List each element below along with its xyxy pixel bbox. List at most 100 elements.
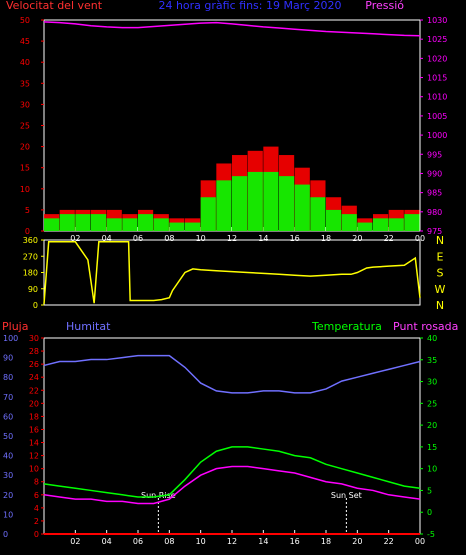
pressure-tick-label: 990 bbox=[427, 169, 442, 178]
x-tick-label: 22 bbox=[384, 537, 394, 546]
sun-annotation: Sun Set bbox=[331, 491, 362, 500]
x-tick-label: 02 bbox=[70, 537, 80, 546]
direction-tick-label: 90 bbox=[28, 285, 38, 294]
temperature-tick-label: 5 bbox=[427, 486, 432, 495]
temperature-tick-label: 20 bbox=[427, 421, 437, 430]
x-tick-label: 00 bbox=[415, 537, 425, 546]
wind-avg-bar bbox=[357, 222, 373, 231]
dewpoint-label: Punt rosada bbox=[393, 320, 458, 333]
x-tick-label: 10 bbox=[196, 537, 206, 546]
wind-tick-label: 0 bbox=[25, 227, 30, 236]
dewpoint-line bbox=[43, 465, 421, 505]
wind-tick-label: 50 bbox=[20, 16, 30, 25]
x-tick-label: 20 bbox=[352, 234, 362, 243]
wind-direction-line bbox=[43, 241, 421, 305]
wind-avg-bar bbox=[44, 218, 60, 231]
rain-tick-label: 10 bbox=[29, 465, 39, 474]
rain-tick-label: 4 bbox=[34, 504, 39, 513]
wind-avg-bar bbox=[91, 214, 107, 231]
humidity-label: Humitat bbox=[66, 320, 111, 333]
x-tick-label: 08 bbox=[164, 537, 174, 546]
rain-label: Pluja bbox=[2, 320, 28, 333]
wind-avg-bar bbox=[279, 176, 295, 231]
x-tick-label: 12 bbox=[227, 537, 237, 546]
compass-label: N bbox=[436, 299, 444, 312]
temperature-tick-label: 10 bbox=[427, 465, 437, 474]
wind-avg-bar bbox=[138, 214, 154, 231]
x-tick-label: 06 bbox=[133, 537, 143, 546]
humidity-tick-label: 50 bbox=[3, 432, 13, 441]
pressure-tick-label: 1005 bbox=[427, 112, 447, 121]
rain-tick-label: 2 bbox=[34, 517, 39, 526]
x-tick-label: 18 bbox=[321, 234, 331, 243]
rain-tick-label: 30 bbox=[29, 334, 39, 343]
temperature-tick-label: 15 bbox=[427, 443, 437, 452]
wind-avg-bar bbox=[169, 222, 185, 231]
temperature-line bbox=[43, 446, 421, 498]
wind-avg-bar bbox=[247, 171, 263, 231]
pressure-tick-label: 995 bbox=[427, 150, 442, 159]
pressure-tick-label: 1010 bbox=[427, 93, 447, 102]
rain-tick-label: 20 bbox=[29, 399, 39, 408]
wind-avg-bar bbox=[263, 171, 279, 231]
pressure-tick-label: 1020 bbox=[427, 54, 447, 63]
x-tick-label: 20 bbox=[352, 537, 362, 546]
wind-tick-label: 40 bbox=[20, 58, 30, 67]
rain-tick-label: 22 bbox=[29, 386, 39, 395]
rain-tick-label: 12 bbox=[29, 452, 39, 461]
humidity-tick-label: 100 bbox=[3, 334, 18, 343]
humidity-tick-label: 0 bbox=[3, 530, 8, 539]
humidity-tick-label: 10 bbox=[3, 510, 13, 519]
x-tick-label: 14 bbox=[258, 234, 268, 243]
temperature-tick-label: 30 bbox=[427, 378, 437, 387]
x-tick-label: 02 bbox=[70, 234, 80, 243]
rain-tick-label: 24 bbox=[29, 373, 39, 382]
wind-avg-bar bbox=[373, 218, 389, 231]
wind-tick-label: 10 bbox=[20, 185, 30, 194]
x-tick-label: 16 bbox=[290, 234, 300, 243]
rain-tick-label: 8 bbox=[34, 478, 39, 487]
pressure-tick-label: 985 bbox=[427, 189, 442, 198]
humidity-tick-label: 20 bbox=[3, 491, 13, 500]
wind-avg-bar bbox=[106, 218, 122, 231]
pressure-tick-label: 1025 bbox=[427, 35, 447, 44]
rain-tick-label: 14 bbox=[29, 439, 39, 448]
x-tick-label: 06 bbox=[133, 234, 143, 243]
temperature-tick-label: -5 bbox=[427, 530, 435, 539]
humidity-line bbox=[43, 354, 421, 394]
wind-avg-bar bbox=[122, 218, 138, 231]
humidity-tick-label: 60 bbox=[3, 412, 13, 421]
wind-avg-bar bbox=[404, 214, 420, 231]
humidity-tick-label: 40 bbox=[3, 452, 13, 461]
pressure-tick-label: 980 bbox=[427, 208, 442, 217]
wind-avg-bar bbox=[216, 180, 232, 231]
x-tick-label: 12 bbox=[227, 234, 237, 243]
marks-layer: Sun Rise Sun Set bbox=[43, 21, 421, 535]
wind-speed-title: Velocitat del vent bbox=[6, 0, 103, 12]
temperature-label: Temperatura bbox=[311, 320, 382, 333]
compass-label: W bbox=[435, 283, 446, 296]
rain-tick-label: 0 bbox=[34, 530, 39, 539]
pressure-tick-label: 1015 bbox=[427, 74, 447, 83]
wind-tick-label: 25 bbox=[20, 122, 30, 131]
wind-tick-label: 45 bbox=[20, 37, 30, 46]
wind-tick-label: 15 bbox=[20, 164, 30, 173]
wind-tick-label: 30 bbox=[20, 100, 30, 109]
rain-tick-label: 26 bbox=[29, 360, 39, 369]
wind-tick-label: 5 bbox=[25, 206, 30, 215]
wind-avg-bar bbox=[341, 214, 357, 231]
x-tick-label: 04 bbox=[102, 234, 112, 243]
temperature-tick-label: 35 bbox=[427, 356, 437, 365]
rain-tick-label: 16 bbox=[29, 425, 39, 434]
chart-title: 24 hora gràfic fins: 19 Març 2020 bbox=[158, 0, 341, 12]
humidity-tick-label: 70 bbox=[3, 393, 13, 402]
wind-avg-bar bbox=[200, 197, 216, 231]
wind-avg-bar bbox=[153, 218, 169, 231]
compass-label: N bbox=[436, 234, 444, 247]
humidity-tick-label: 80 bbox=[3, 373, 13, 382]
pressure-tick-label: 1030 bbox=[427, 16, 447, 25]
direction-tick-label: 180 bbox=[23, 269, 38, 278]
temperature-tick-label: 25 bbox=[427, 399, 437, 408]
